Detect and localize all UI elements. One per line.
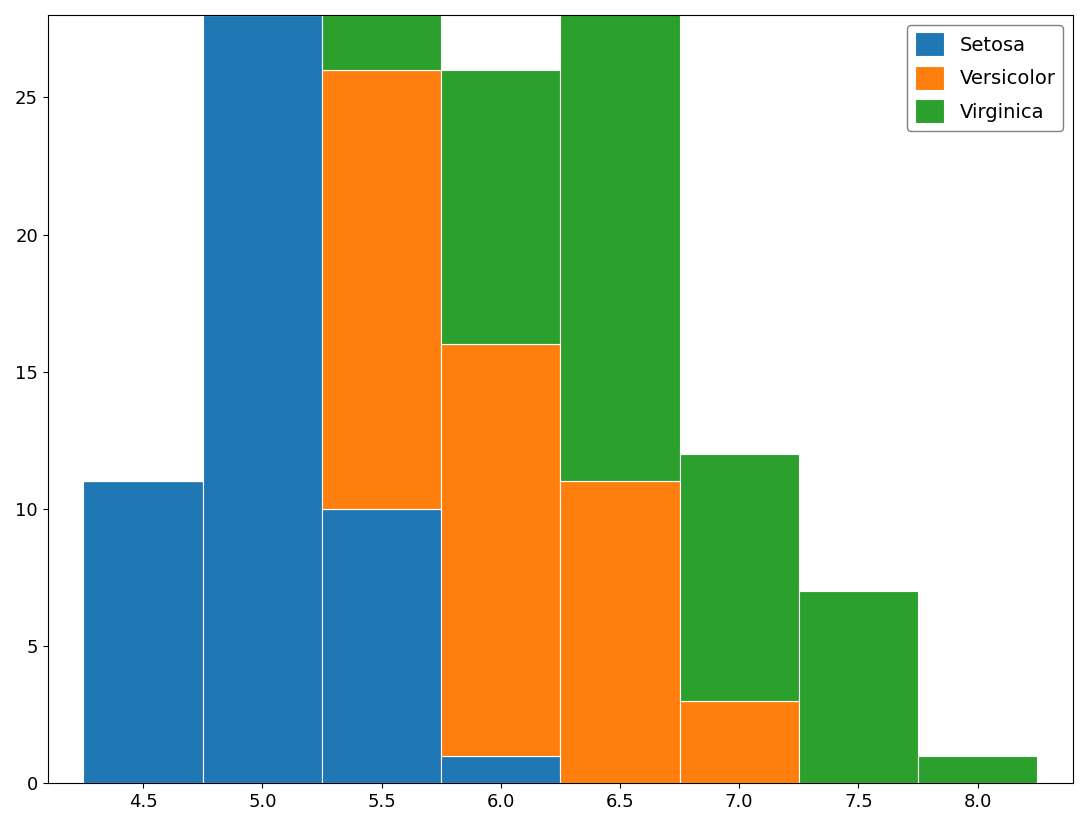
Bar [441,344,560,756]
Bar [322,70,441,509]
Bar [680,454,799,701]
Bar [202,15,322,783]
Bar [560,482,680,783]
Bar [441,756,560,783]
Bar [799,591,918,783]
Bar [441,70,560,344]
Bar [322,509,441,783]
Bar [918,756,1037,783]
Bar [680,701,799,783]
Bar [322,15,441,70]
Bar [560,0,680,482]
Bar [202,0,322,15]
Bar [84,482,202,783]
Legend: Setosa, Versicolor, Virginica: Setosa, Versicolor, Virginica [907,25,1063,131]
